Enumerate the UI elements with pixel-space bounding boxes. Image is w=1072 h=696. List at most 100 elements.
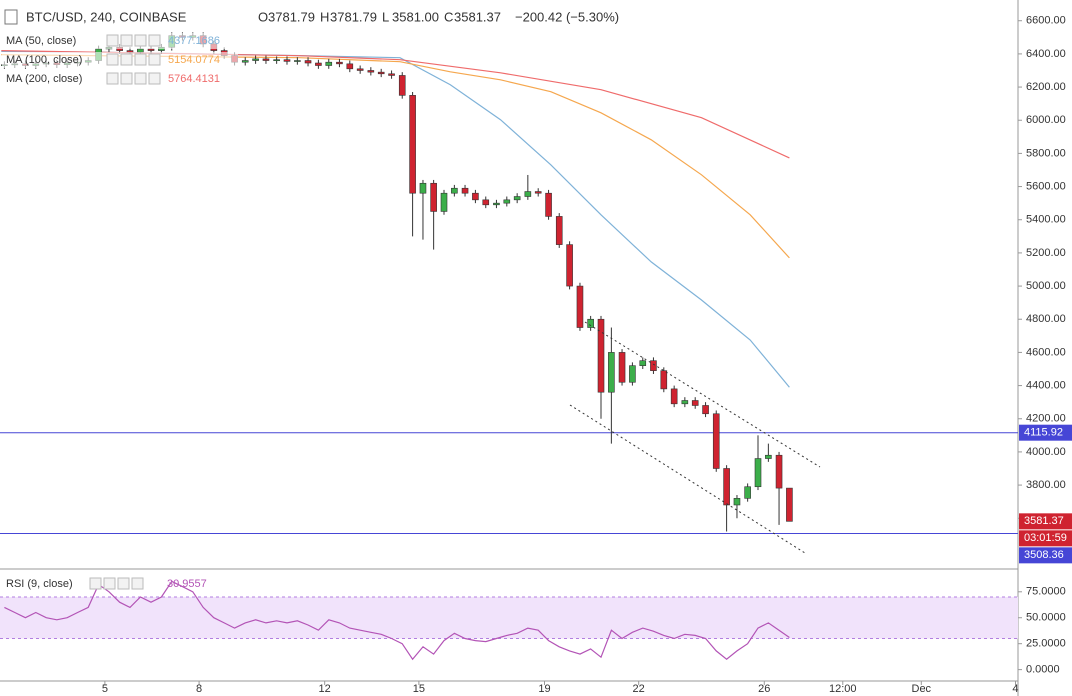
x-tick-label: 15 — [413, 683, 425, 695]
candle-body — [430, 182, 437, 212]
hline-label: 3508.36 — [1024, 549, 1064, 561]
x-tick-label: Dec — [912, 683, 932, 695]
y-tick-label: 5600.00 — [1026, 180, 1066, 192]
candle-body — [294, 60, 301, 62]
legend-value: 5764.4131 — [168, 73, 220, 85]
ohlc-header: O 3781.79 H 3781.79 L 3581.00 C 3581.37 — [258, 9, 501, 24]
candle-body — [356, 68, 364, 71]
collapse-icon[interactable] — [4, 9, 18, 25]
ohlc-value: 3581.00 — [392, 9, 439, 24]
x-tick-label: 4 — [1012, 683, 1018, 695]
ohlc-value: 3781.79 — [268, 9, 315, 24]
candle-body — [398, 75, 406, 96]
x-tick-label: 19 — [538, 683, 550, 695]
y-tick-label: 4600.00 — [1026, 346, 1066, 358]
legend-icon — [120, 72, 133, 85]
change: −200.42 (−5.30%) — [515, 9, 619, 24]
legend-icon — [106, 34, 119, 47]
legend-icon — [117, 577, 130, 590]
candle-body — [336, 61, 343, 65]
legend-icon — [134, 72, 147, 85]
candle-body — [304, 60, 312, 64]
candle-body — [681, 400, 689, 405]
y-tick-label: 6200.00 — [1026, 81, 1066, 93]
legend-icon — [106, 72, 119, 85]
candle-body — [409, 95, 416, 194]
x-tick-label: 12:00 — [829, 683, 857, 695]
legend-name: MA (50, close) — [6, 35, 76, 47]
ohlc-key: O — [258, 9, 268, 24]
candle-body — [346, 63, 354, 70]
candle-body — [367, 70, 375, 73]
y-tick-label: 4400.00 — [1026, 379, 1066, 391]
candle-body — [587, 318, 594, 328]
candle-body — [147, 48, 155, 51]
y-tick-label: 5200.00 — [1026, 247, 1066, 259]
channel-lower — [569, 404, 806, 554]
candle-body — [377, 71, 385, 75]
rsi-tick-label: 0.0000 — [1026, 664, 1060, 676]
candle-body — [273, 59, 280, 62]
legend-value: 4377.1686 — [168, 35, 220, 47]
candle-body — [524, 191, 532, 197]
y-tick-label: 4000.00 — [1026, 446, 1066, 458]
candle-body — [576, 285, 584, 328]
candle-body — [461, 187, 469, 194]
legend-icon — [134, 34, 147, 47]
candle-body — [660, 370, 668, 390]
candle-body — [754, 458, 762, 488]
y-tick-label: 5800.00 — [1026, 147, 1066, 159]
candle-body — [137, 48, 144, 53]
rsi-legend-value: 30.9557 — [167, 578, 207, 590]
last-price-label: 3581.37 — [1024, 515, 1064, 527]
candle-body — [451, 187, 458, 194]
candle-body — [555, 216, 563, 245]
candle-body — [639, 360, 647, 366]
y-tick-label: 6600.00 — [1026, 15, 1066, 27]
channel-upper — [584, 321, 821, 468]
candle-body — [503, 199, 511, 204]
y-tick-label: 4800.00 — [1026, 313, 1066, 325]
moving-average — [1, 50, 790, 159]
candle-body — [723, 468, 730, 506]
y-tick-label: 5000.00 — [1026, 280, 1066, 292]
legend-icon — [148, 72, 161, 85]
candle-body — [493, 202, 500, 206]
hline-label: 4115.92 — [1024, 427, 1063, 439]
candle-body — [472, 192, 479, 201]
candle-body — [388, 73, 395, 76]
candle-body — [629, 365, 636, 383]
candle-body — [545, 192, 552, 217]
candle-body — [733, 498, 741, 506]
y-tick-label: 5400.00 — [1026, 214, 1066, 226]
candle-body — [252, 58, 259, 61]
candle-body — [691, 400, 699, 406]
candle-body — [744, 486, 751, 499]
symbol-title: BTC/USD, 240, COINBASE — [26, 9, 187, 24]
candle-body — [440, 192, 448, 212]
legend-name: MA (200, close) — [6, 73, 82, 85]
candle-body — [534, 191, 542, 194]
ohlc-key: L — [382, 9, 389, 24]
legend-icon — [89, 577, 102, 590]
candle-body — [712, 413, 720, 469]
candle-body — [241, 60, 249, 63]
legend-value: 5154.0774 — [168, 54, 220, 66]
candle-body — [786, 487, 793, 522]
ohlc-key: C — [444, 9, 453, 24]
legend-icon — [120, 53, 133, 66]
candle-body — [618, 352, 626, 383]
legend-icon — [148, 53, 161, 66]
candle-body — [513, 196, 521, 201]
legend-bg — [2, 71, 238, 87]
legend-icon — [106, 53, 119, 66]
legend-name: MA (100, close) — [6, 54, 82, 66]
legend-icon — [148, 34, 161, 47]
rsi-tick-label: 75.0000 — [1026, 586, 1066, 598]
candle-body — [262, 58, 270, 61]
y-tick-label: 4200.00 — [1026, 413, 1066, 425]
legend-icon — [131, 577, 144, 590]
candle-body — [315, 62, 322, 66]
